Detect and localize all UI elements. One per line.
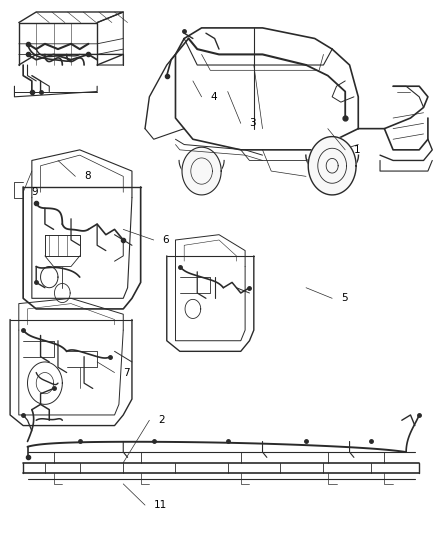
- Text: 7: 7: [123, 368, 130, 377]
- Text: 9: 9: [32, 187, 39, 197]
- Polygon shape: [182, 147, 221, 195]
- Text: 1: 1: [354, 145, 360, 155]
- Text: 11: 11: [154, 500, 167, 510]
- Text: 3: 3: [250, 118, 256, 128]
- Text: 6: 6: [162, 235, 169, 245]
- Text: 2: 2: [158, 415, 165, 425]
- Text: 4: 4: [210, 92, 217, 102]
- Text: 5: 5: [341, 293, 347, 303]
- Text: 8: 8: [84, 172, 91, 181]
- Polygon shape: [308, 136, 356, 195]
